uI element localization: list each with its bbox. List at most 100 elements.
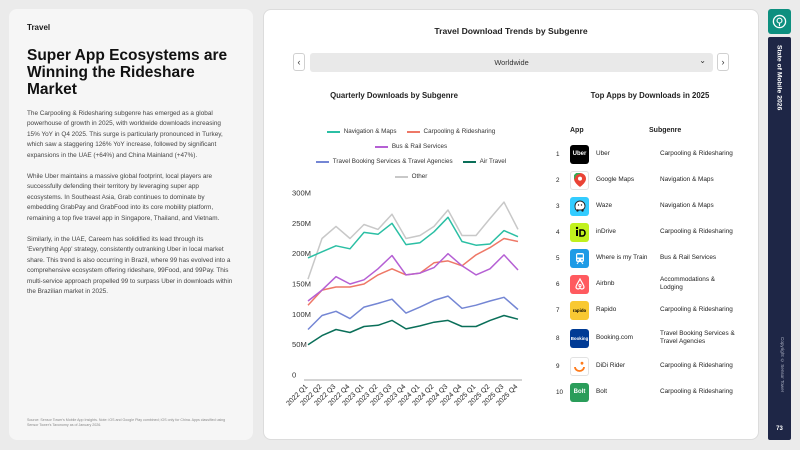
body-paragraph-2: While Uber maintains a massive global fo…: [27, 173, 220, 222]
chart-card: Travel Download Trends by Subgenre ‹ Wor…: [263, 9, 759, 440]
table-row: 3 Waze Navigation & Maps: [556, 193, 746, 219]
top-apps-title: Top Apps by Downloads in 2025: [590, 91, 710, 100]
x-tick-label: 2024 Q1: [397, 383, 421, 407]
rank-number: 2: [556, 176, 560, 184]
x-tick-label: 2025 Q2: [467, 383, 491, 407]
app-name: Rapido: [596, 306, 617, 313]
report-title: State of Mobile 2026: [775, 45, 783, 111]
y-tick-label: 50M: [292, 340, 307, 349]
app-name: DiDi Rider: [596, 362, 626, 369]
app-subgenre: Carpooling & Ridesharing: [660, 388, 733, 395]
rank-number: 5: [556, 254, 560, 262]
x-tick-label: 2024 Q4: [439, 383, 463, 407]
table-row: 10 Bolt Bolt Carpooling & Ridesharing: [556, 379, 746, 405]
next-button[interactable]: ›: [717, 53, 729, 71]
page-number: 73: [776, 426, 783, 432]
x-tick-label: 2025 Q3: [481, 383, 505, 407]
app-name: Bolt: [596, 388, 608, 395]
legend-swatch: [326, 130, 340, 133]
airbnb-logo-icon: [570, 274, 589, 294]
series-line: [307, 252, 519, 302]
column-header-app: App: [570, 127, 584, 134]
booking-logo-icon: Booking: [570, 328, 589, 348]
x-tick-label: 2023 Q1: [341, 383, 365, 407]
side-strip: State of Mobile 2026 Copyright © Sensor …: [768, 9, 791, 440]
legend-swatch: [315, 160, 329, 163]
legend-item: Travel Booking Services & Travel Agencie…: [315, 158, 453, 165]
app-name: Waze: [596, 202, 613, 209]
rank-number: 1: [556, 150, 560, 158]
x-tick-label: 2022 Q3: [313, 383, 337, 407]
legend-item: Other: [394, 173, 427, 180]
table-row: 5 Where is my Train Bus & Rail Services: [556, 245, 746, 271]
series-line: [307, 237, 519, 306]
previous-button[interactable]: ‹: [293, 53, 305, 71]
x-tick-label: 2025 Q1: [453, 383, 477, 407]
rank-number: 8: [556, 334, 560, 342]
column-header-subgenre: Subgenre: [649, 127, 682, 134]
region-value: Worldwide: [494, 58, 529, 67]
legend-swatch: [462, 160, 476, 163]
legend-swatch: [374, 145, 388, 148]
rank-number: 3: [556, 202, 560, 210]
table-row: 1 Uber Uber Carpooling & Ridesharing: [556, 141, 746, 167]
section-label: Travel: [27, 23, 51, 32]
region-dropdown[interactable]: Worldwide ⌄: [310, 53, 713, 72]
app-name: inDrive: [596, 228, 616, 235]
x-tick-label: 2024 Q3: [425, 383, 449, 407]
chevron-down-icon: ⌄: [699, 56, 706, 65]
legend-item: Navigation & Maps: [326, 128, 397, 135]
app-name: Where is my Train: [596, 254, 648, 261]
table-row: 4 inDrive Carpooling & Ridesharing: [556, 219, 746, 245]
app-name: Booking.com: [596, 334, 633, 341]
table-row: 6 Airbnb Accommodations & Lodging: [556, 271, 746, 297]
indrive-logo-icon: [570, 222, 589, 242]
report-strip: State of Mobile 2026 Copyright © Sensor …: [768, 37, 791, 440]
chart-title: Quarterly Downloads by Subgenre: [330, 91, 458, 100]
copyright-text: Copyright © Sensor Tower: [780, 337, 785, 393]
rank-number: 7: [556, 306, 560, 314]
body-paragraph-3: Similarly, in the UAE, Careem has solidi…: [27, 236, 233, 296]
series-line: [307, 216, 519, 259]
x-tick-label: 2022 Q2: [299, 383, 323, 407]
train-icon: [570, 248, 589, 268]
bolt-logo-icon: Bolt: [570, 382, 589, 402]
app-name: Uber: [596, 150, 610, 157]
y-tick-label: 300M: [292, 189, 311, 198]
app-subgenre: Carpooling & Ridesharing: [660, 362, 733, 369]
legend-swatch: [406, 130, 420, 133]
app-subgenre: Navigation & Maps: [660, 176, 714, 183]
x-tick-label: 2022 Q1: [285, 383, 309, 407]
series-line: [307, 201, 519, 280]
x-tick-label: 2024 Q2: [411, 383, 435, 407]
rank-number: 9: [556, 362, 560, 370]
legend-item: Carpooling & Ridesharing: [406, 128, 495, 135]
rapido-logo-icon: rapido: [570, 300, 589, 320]
chart-legend: Navigation & Maps Carpooling & Rideshari…: [300, 124, 522, 184]
top-apps-list: 1 Uber Uber Carpooling & Ridesharing 2 Google…: [556, 141, 746, 405]
table-row: 9 DiDi Rider Carpooling & Ridesharing: [556, 353, 746, 379]
rank-number: 4: [556, 228, 560, 236]
x-tick-label: 2023 Q2: [355, 383, 379, 407]
waze-face-icon: [570, 196, 589, 216]
x-tick-label: 2022 Q4: [327, 383, 351, 407]
headline: Super App Ecosystems are Winning the Rid…: [27, 47, 228, 98]
y-tick-label: 200M: [292, 249, 311, 258]
y-tick-label: 250M: [292, 219, 311, 228]
y-tick-label: 100M: [292, 310, 311, 319]
app-name: Google Maps: [596, 176, 635, 183]
legend-swatch: [394, 175, 408, 178]
rank-number: 6: [556, 280, 560, 288]
app-subgenre: Carpooling & Ridesharing: [660, 306, 733, 313]
rank-number: 10: [556, 388, 564, 396]
card-title: Travel Download Trends by Subgenre: [434, 26, 588, 36]
x-tick-label: 2023 Q4: [383, 383, 407, 407]
chevron-left-icon: ‹: [297, 57, 301, 67]
chevron-right-icon: ›: [721, 57, 725, 67]
table-row: 2 Google Maps Navigation & Maps: [556, 167, 746, 193]
google-maps-pin-icon: [570, 170, 589, 190]
y-tick-label: 0: [292, 371, 296, 380]
x-tick-label: 2023 Q3: [369, 383, 393, 407]
uber-logo-icon: Uber: [570, 144, 589, 164]
text-panel: Travel Super App Ecosystems are Winning …: [9, 9, 253, 440]
